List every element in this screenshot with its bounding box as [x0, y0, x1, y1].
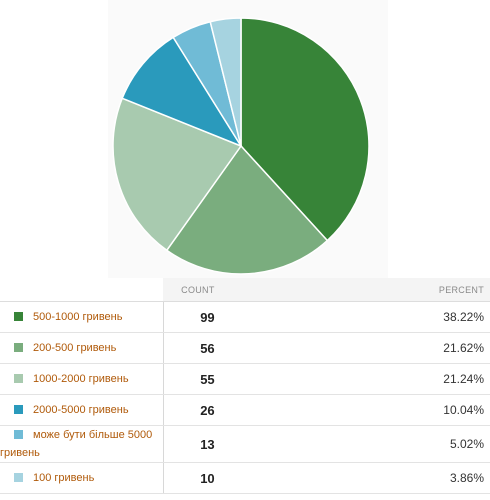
table-row: 2000-5000 гривень 26 10.04% — [0, 394, 490, 426]
row-percent: 5.02% — [326, 425, 490, 463]
row-label-cell: 1000-2000 гривень — [0, 363, 164, 395]
row-percent: 38.22% — [326, 301, 490, 333]
row-label[interactable]: 500-1000 гривень — [33, 310, 123, 323]
row-count: 10 — [163, 462, 327, 494]
row-label[interactable]: може бути більше 5000 гривень — [0, 428, 153, 459]
pie-slice-3[interactable] — [121, 36, 243, 148]
pie-slice-1[interactable] — [165, 144, 329, 275]
legend-swatch — [14, 405, 23, 415]
table-row: 100 гривень 10 3.86% — [0, 462, 490, 494]
table-row: 500-1000 гривень 99 38.22% — [0, 301, 490, 333]
table-row: може бути більше 5000 гривень 13 5.02% — [0, 425, 490, 463]
legend-swatch — [14, 312, 23, 322]
row-label[interactable]: 2000-5000 гривень — [33, 403, 129, 416]
legend-swatch — [14, 473, 23, 483]
chart-area — [112, 17, 370, 275]
row-label-cell: 500-1000 гривень — [0, 301, 164, 333]
pie-slice-5[interactable] — [209, 17, 242, 147]
legend-swatch — [14, 374, 23, 384]
row-percent: 21.62% — [326, 332, 490, 364]
table-row: 1000-2000 гривень 55 21.24% — [0, 363, 490, 395]
row-label-cell: 2000-5000 гривень — [0, 394, 164, 426]
row-count: 55 — [163, 363, 327, 395]
legend-swatch — [14, 430, 23, 440]
pie-chart — [112, 17, 370, 275]
row-count: 56 — [163, 332, 327, 364]
stats-table: COUNT PERCENT 500-1000 гривень 99 38.22% 20… — [0, 278, 490, 494]
row-label-cell: 100 гривень — [0, 462, 164, 494]
row-label[interactable]: 1000-2000 гривень — [33, 372, 129, 385]
percent-column-header: PERCENT — [326, 278, 490, 302]
row-label-cell: 200-500 гривень — [0, 332, 164, 364]
row-count: 13 — [163, 425, 327, 463]
row-label-cell: може бути більше 5000 гривень — [0, 425, 164, 463]
row-count: 99 — [163, 301, 327, 333]
pie-slice-2[interactable] — [112, 97, 243, 252]
row-percent: 21.24% — [326, 363, 490, 395]
pie-slice-0[interactable] — [240, 17, 370, 242]
row-count: 26 — [163, 394, 327, 426]
row-percent: 10.04% — [326, 394, 490, 426]
row-label[interactable]: 200-500 гривень — [33, 341, 117, 354]
count-column-header: COUNT — [163, 278, 327, 302]
legend-swatch — [14, 343, 23, 353]
row-label[interactable]: 100 гривень — [33, 471, 95, 484]
table-row: 200-500 гривень 56 21.62% — [0, 332, 490, 364]
table-header-row: COUNT PERCENT — [0, 278, 490, 302]
row-percent: 3.86% — [326, 462, 490, 494]
label-column-header — [0, 278, 164, 302]
